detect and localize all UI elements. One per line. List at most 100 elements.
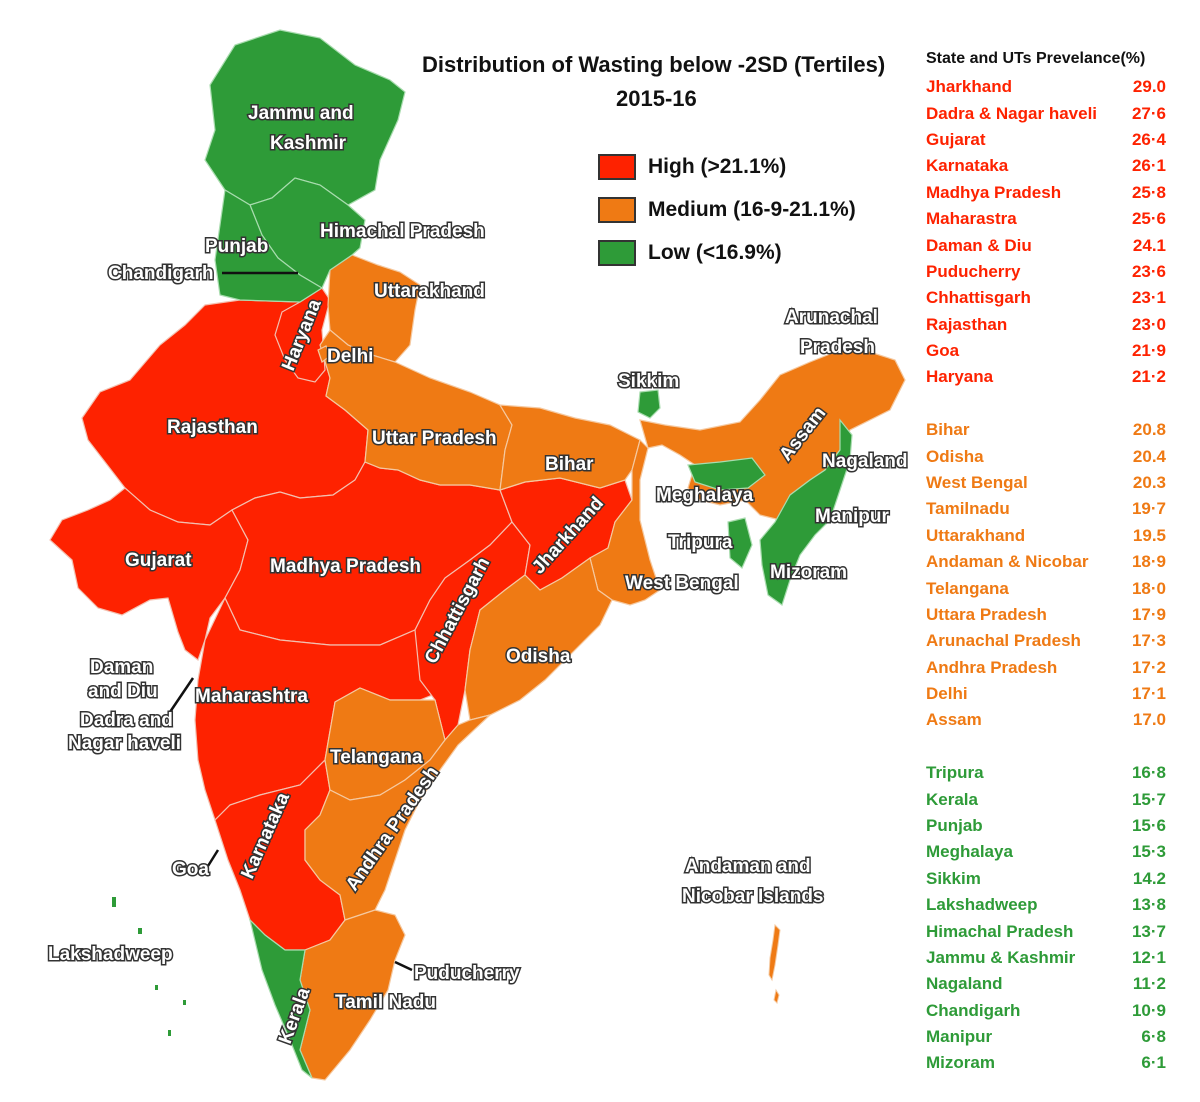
prevalence-value: 27·6 — [1131, 103, 1166, 123]
legend-swatch-high — [598, 153, 636, 180]
prevalence-value: 25·6 — [1131, 209, 1166, 229]
label-dadra-line1: Dadra and — [80, 710, 173, 731]
table-row: Delhi 17·1 — [926, 681, 1166, 707]
prevalence-value: 13·7 — [1131, 921, 1166, 941]
state-name: Karnataka — [926, 156, 1009, 176]
state-name: Mizoram — [926, 1053, 995, 1073]
label-uttarakhand: Uttarakhand — [374, 281, 485, 302]
label-andaman-line1: Andaman and — [685, 856, 811, 877]
label-andaman-line2: Nicobar Islands — [682, 886, 824, 907]
label-tamil-nadu: Tamil Nadu — [335, 992, 436, 1013]
legend-swatch-low — [598, 239, 636, 266]
state-name: Rajasthan — [926, 314, 1008, 334]
label-arunachal-line1: Arunachal — [785, 307, 878, 328]
state-name: Chandigarh — [926, 1000, 1021, 1020]
region-andaman — [768, 923, 781, 1004]
state-name: Kerala — [926, 789, 978, 809]
state-name: Andaman & Nicobar — [926, 552, 1089, 572]
title-line2: 2015-16 — [616, 86, 697, 111]
medium-regions — [299, 254, 906, 1081]
prevalence-value: 17·3 — [1131, 631, 1166, 651]
prevalence-value: 29.0 — [1132, 77, 1166, 97]
label-nagaland: Nagaland — [822, 451, 908, 472]
legend-label-low: Low (<16.9%) — [648, 240, 782, 264]
prevalence-value: 23·1 — [1131, 288, 1166, 308]
high-regions — [49, 287, 633, 951]
table-row: Sikkim 14.2 — [926, 866, 1166, 892]
prevalence-value: 17.0 — [1132, 710, 1166, 730]
table-row: Arunachal Pradesh 17·3 — [926, 628, 1166, 654]
legend: High (>21.1%) Medium (16-9-21.1%) Low (<… — [598, 145, 856, 274]
table-row: Chhattisgarh 23·1 — [926, 285, 1166, 311]
region-nagaland-manipur-mizoram — [759, 418, 853, 606]
table-row: Tamilnadu 19·7 — [926, 496, 1166, 522]
state-name: Sikkim — [926, 868, 981, 888]
label-mizoram: Mizoram — [770, 562, 847, 583]
table-row: Lakshadweep 13·8 — [926, 892, 1166, 918]
table-row: Puducherry 23·6 — [926, 259, 1166, 285]
region-haryana — [274, 287, 331, 383]
region-sikkim — [637, 389, 661, 419]
state-name: Manipur — [926, 1027, 993, 1047]
prevalence-value: 6·8 — [1141, 1027, 1166, 1047]
state-name: Dadra & Nagar haveli — [926, 103, 1098, 123]
label-daman-line1: Daman — [90, 657, 153, 678]
label-delhi: Delhi — [327, 346, 373, 367]
table-row: Karnataka 26·1 — [926, 153, 1166, 179]
state-name: Delhi — [926, 684, 968, 704]
state-name: Goa — [926, 341, 960, 361]
state-name: Jharkhand — [926, 77, 1012, 97]
state-name: Telangana — [926, 578, 1009, 598]
table-row: Haryana 21·2 — [926, 364, 1166, 390]
table-row: Punjab 15·6 — [926, 813, 1166, 839]
region-uttar-pradesh — [319, 329, 513, 491]
title-line1: Distribution of Wasting below -2SD (Tert… — [422, 52, 886, 77]
table-row: Odisha 20.4 — [926, 443, 1166, 469]
label-rajasthan: Rajasthan — [167, 417, 258, 438]
region-lakshadweep — [112, 897, 186, 1036]
state-name: Assam — [926, 710, 982, 730]
state-name: Lakshadweep — [926, 895, 1038, 915]
label-lakshadweep: Lakshadweep — [48, 944, 173, 965]
state-name: Maharastra — [926, 209, 1017, 229]
prevalence-value: 20.3 — [1132, 472, 1166, 492]
table-row: Jammu & Kashmir 12·1 — [926, 945, 1166, 971]
prevalence-value: 20.4 — [1132, 446, 1166, 466]
label-jk-line2: Kashmir — [270, 133, 347, 154]
state-name: Gujarat — [926, 129, 986, 149]
table-row: Andhra Pradesh 17·2 — [926, 655, 1166, 681]
state-name: Puducherry — [926, 261, 1021, 281]
prevalence-value: 26·4 — [1131, 129, 1166, 149]
prevalence-value: 21·2 — [1131, 367, 1166, 387]
state-name: Tamilnadu — [926, 499, 1010, 519]
label-uttar-pradesh: Uttar Pradesh — [372, 428, 497, 449]
state-name: Nagaland — [926, 974, 1003, 994]
table-header: State and UTs Prevelance(%) — [926, 50, 1146, 67]
label-bihar: Bihar — [545, 454, 594, 475]
table-row: Daman & Diu 24.1 — [926, 232, 1166, 258]
prevalence-value: 18·0 — [1131, 578, 1166, 598]
prevalence-value: 13·8 — [1131, 895, 1166, 915]
prevalence-value: 15·3 — [1131, 842, 1166, 862]
label-arunachal-line2: Pradesh — [800, 337, 875, 358]
prevalence-value: 11·2 — [1132, 974, 1166, 994]
label-gujarat: Gujarat — [125, 550, 192, 571]
prevalence-value: 17·1 — [1131, 684, 1166, 704]
table-row: Tripura 16·8 — [926, 760, 1166, 786]
state-name: Meghalaya — [926, 842, 1013, 862]
state-name: Punjab — [926, 815, 983, 835]
legend-label-high: High (>21.1%) — [648, 154, 787, 178]
prevalence-value: 23·0 — [1131, 314, 1166, 334]
state-name: Daman & Diu — [926, 235, 1032, 255]
region-kerala — [248, 918, 313, 1079]
prevalence-value: 24.1 — [1132, 235, 1166, 255]
state-name: Odisha — [926, 446, 984, 466]
table-row: Maharastra 25·6 — [926, 206, 1166, 232]
state-name: Andhra Pradesh — [926, 657, 1058, 677]
table-group-high: Jharkhand 29.0 Dadra & Nagar haveli 27·6 Guj… — [926, 74, 1166, 391]
label-chandigarh: Chandigarh — [108, 263, 214, 284]
state-name: Jammu & Kashmir — [926, 947, 1076, 967]
prevalence-value: 10·9 — [1131, 1000, 1166, 1020]
region-meghalaya — [687, 457, 766, 491]
